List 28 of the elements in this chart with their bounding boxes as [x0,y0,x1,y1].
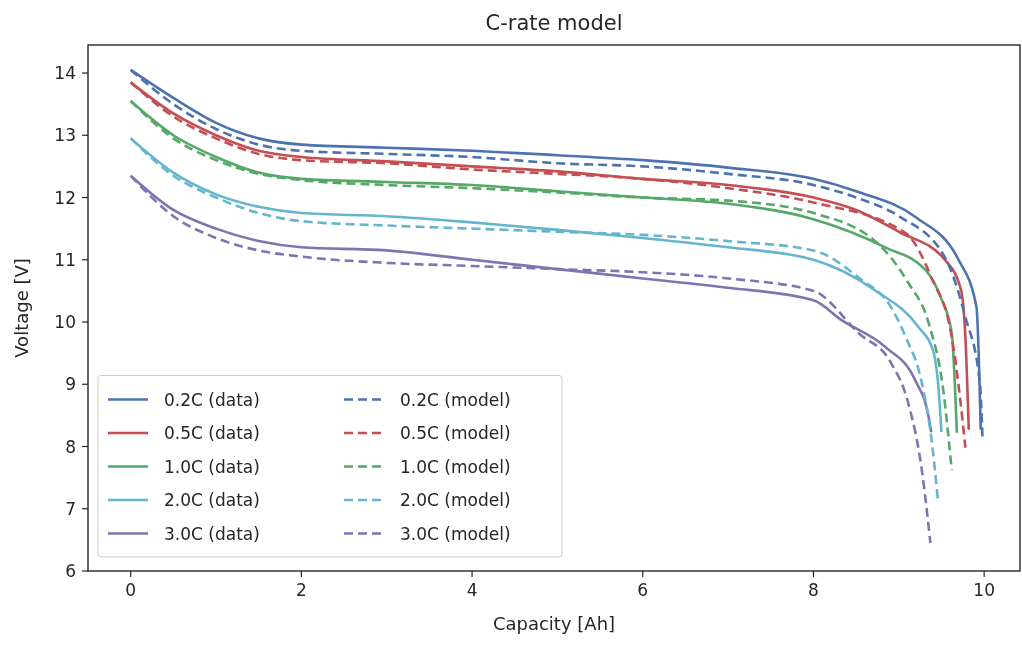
legend-label: 2.0C (model) [400,490,511,510]
y-tick-label: 11 [54,249,76,270]
legend-label: 1.0C (model) [400,456,511,477]
y-tick-label: 7 [65,498,76,519]
y-tick-label: 8 [65,436,76,457]
x-tick-label: 2 [295,580,307,600]
x-axis-title: Capacity [Ah] [492,613,616,634]
legend-label: 2.0C (data) [164,490,260,510]
legend-label: 3.0C (model) [400,523,511,544]
y-tick-label: 9 [65,374,76,395]
legend-label: 0.2C (data) [164,389,260,410]
y-tick-label: 10 [54,312,76,333]
x-tick-label: 8 [808,580,819,600]
y-tick-label: 12 [54,187,76,208]
x-tick-label: 4 [466,580,478,600]
y-tick-label: 13 [54,125,76,146]
y-tick-label: 14 [54,63,76,84]
chart-title: C-rate model [485,11,623,35]
legend-label: 1.0C (data) [164,456,260,477]
legend-label: 0.5C (model) [400,423,511,443]
legend-label: 3.0C (data) [164,523,260,544]
x-tick-label: 6 [637,580,649,600]
legend-label: 0.5C (data) [164,423,260,443]
x-tick-label: 0 [125,580,137,600]
legend-label: 0.2C (model) [400,389,511,410]
y-tick-label: 6 [65,561,76,581]
y-axis-title: Voltage [V] [11,258,32,358]
x-tick-label: 10 [973,580,995,600]
